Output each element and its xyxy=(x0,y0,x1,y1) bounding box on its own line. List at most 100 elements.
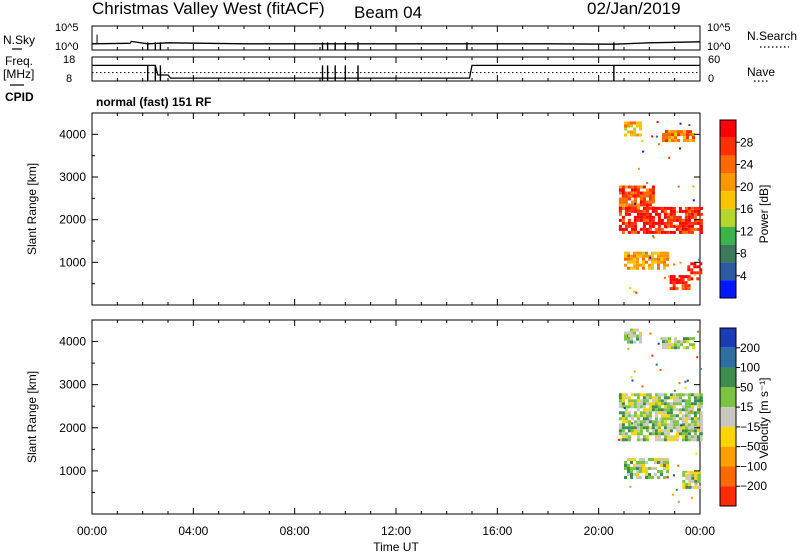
velocity-cell-0-174 xyxy=(657,429,661,433)
power-cell-6-20 xyxy=(684,275,688,279)
power-cell-1-107 xyxy=(666,212,670,216)
power-cell-4-52 xyxy=(657,257,660,261)
velocity-cell-0-306 xyxy=(687,417,691,421)
power-cell-0-34 xyxy=(630,200,634,204)
power-cell-1-154 xyxy=(684,230,688,234)
velocity-cell-1-55 xyxy=(657,476,660,479)
velocity-cell-0-7 xyxy=(618,423,622,427)
velocity-speck-5 xyxy=(655,363,658,366)
power-cell-1-168 xyxy=(690,221,694,225)
velocity-speck-27 xyxy=(651,354,654,357)
xtick-label-0: 00:00 xyxy=(77,524,107,538)
velocity-cell-0-304 xyxy=(687,411,691,415)
power-cell-4-22 xyxy=(636,260,639,264)
power-cell-1-105 xyxy=(663,230,667,234)
power-cell-1-113 xyxy=(669,206,673,210)
power-cell-1-28 xyxy=(630,230,634,234)
power-cell-5-5 xyxy=(690,271,694,275)
power-cell-2-4 xyxy=(665,133,668,137)
power-cell-1-84 xyxy=(654,230,658,234)
nsearch-label: N.Search xyxy=(747,29,797,43)
velocity-swatch-1 xyxy=(720,347,736,368)
noise-left-tick-bottom: 10^0 xyxy=(55,41,79,53)
velocity-cell-2-30 xyxy=(697,485,701,489)
power-cell-6-19 xyxy=(681,287,685,291)
velocity-cell-0-246 xyxy=(675,393,679,397)
power-cell-4-7 xyxy=(627,260,630,264)
power-cell-1-18 xyxy=(627,212,631,216)
power-swatch-5 xyxy=(720,209,736,227)
power-cell-5-7 xyxy=(693,262,697,266)
power-cell-0-57 xyxy=(639,200,643,204)
velocity-cell-4-22 xyxy=(639,340,642,344)
velocity-cell-0-267 xyxy=(678,426,682,430)
power-cell-4-56 xyxy=(660,251,663,255)
power-cell-1-44 xyxy=(639,215,643,219)
power-cell-4-43 xyxy=(651,257,654,261)
velocity-cell-0-168 xyxy=(657,405,661,409)
velocity-cell-3-31 xyxy=(692,337,695,341)
power-cell-1-185 xyxy=(699,206,703,210)
power-speck-11 xyxy=(638,167,640,170)
power-cell-4-8 xyxy=(627,266,630,270)
velocity-cell-0-77 xyxy=(636,408,640,412)
power-cell-1-65 xyxy=(648,212,652,216)
power-cell-1-58 xyxy=(645,212,649,216)
velocity-cell-3-13 xyxy=(671,346,674,350)
velocity-cell-0-20 xyxy=(621,420,625,424)
power-cell-6-23 xyxy=(684,287,688,291)
velocity-cell-0-296 xyxy=(684,435,688,439)
velocity-cell-0-111 xyxy=(642,435,646,439)
velocity-cell-1-38 xyxy=(645,470,648,473)
power-cell-1-79 xyxy=(654,206,658,210)
velocity-cell-0-181 xyxy=(660,408,664,412)
velocity-cell-0-186 xyxy=(660,423,664,427)
power-cell-2-20 xyxy=(677,133,680,137)
velocity-cell-1-50 xyxy=(654,467,657,470)
velocity-cell-4-16 xyxy=(636,328,639,332)
power-cell-2-33 xyxy=(689,133,692,137)
power-cell-1-128 xyxy=(675,215,679,219)
velocity-cell-0-51 xyxy=(630,393,634,397)
velocity-cell-0-50 xyxy=(627,438,631,442)
power-cell-0-79 xyxy=(651,185,655,189)
xtick-label-3: 12:00 xyxy=(381,524,411,538)
xtick-label-4: 16:00 xyxy=(482,524,512,538)
power-cell-1-116 xyxy=(669,215,673,219)
velocity-cell-0-177 xyxy=(657,438,661,442)
velocity-cell-0-49 xyxy=(627,435,631,439)
power-cell-0-2 xyxy=(618,191,622,195)
power-cblabel-3: 16 xyxy=(740,202,754,216)
power-cell-1-12 xyxy=(624,206,628,210)
power-cell-1-145 xyxy=(681,230,685,234)
power-cell-4-46 xyxy=(651,266,654,270)
velocity-cell-0-69 xyxy=(633,426,637,430)
power-speck-7 xyxy=(634,210,637,213)
velocity-cell-0-121 xyxy=(645,420,649,424)
velocity-cell-0-135 xyxy=(648,420,652,424)
velocity-cell-0-90 xyxy=(639,405,643,409)
velocity-cell-0-125 xyxy=(645,435,649,439)
power-cell-3-4 xyxy=(627,121,630,125)
power-cell-3-16 xyxy=(636,124,639,128)
power-cell-1-140 xyxy=(681,209,685,213)
velocity-cell-0-94 xyxy=(639,423,643,427)
power-swatch-9 xyxy=(720,280,736,298)
power-cell-2-35 xyxy=(692,133,695,137)
power-cell-1-95 xyxy=(660,218,664,222)
velocity-cell-0-302 xyxy=(687,405,691,409)
velocity-cell-0-281 xyxy=(681,435,685,439)
power-cell-6-6 xyxy=(672,281,676,285)
velocity-cell-0-109 xyxy=(642,423,646,427)
power-cell-1-100 xyxy=(663,209,667,213)
velocity-cell-0-312 xyxy=(687,438,691,442)
nsky-label: N.Sky xyxy=(3,33,35,47)
power-speck-34 xyxy=(651,135,654,138)
velocity-cell-0-137 xyxy=(648,432,652,436)
power-cell-2-14 xyxy=(671,139,674,143)
power-speck-22 xyxy=(698,258,701,261)
velocity-cell-4-10 xyxy=(630,337,633,341)
power-cell-0-43 xyxy=(633,203,637,207)
velocity-speck-1 xyxy=(695,452,698,455)
velocity-cell-0-58 xyxy=(630,426,634,430)
